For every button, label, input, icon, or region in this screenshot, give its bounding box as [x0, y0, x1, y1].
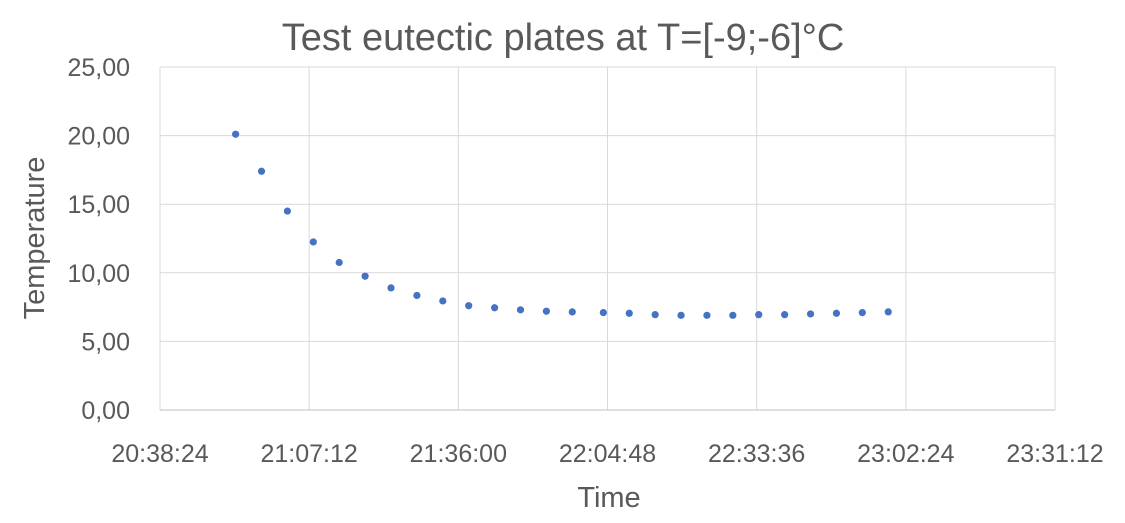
data-point: [832, 309, 841, 317]
data-point: [257, 167, 266, 175]
data-point: [542, 307, 550, 315]
data-point: [884, 308, 892, 316]
y-gridlines: [160, 66, 1055, 342]
x-tick-label: 23:02:24: [857, 440, 954, 468]
data-point: [490, 304, 499, 312]
y-axis-title: Temperature: [19, 157, 51, 320]
x-tick-labels: 20:38:24 21:07:12 21:36:00 22:04:48 22:33:36…: [111, 440, 1103, 468]
y-tick-label: 15,00: [67, 191, 130, 219]
x-tick-label: 23:31:12: [1006, 440, 1103, 468]
data-point: [439, 297, 447, 305]
x-tick-label: 21:07:12: [261, 440, 358, 468]
data-point: [806, 310, 815, 318]
data-point: [703, 311, 711, 319]
data-point: [232, 130, 240, 138]
chart-title: Test eutectic plates at T=[-9;-6]°C: [282, 17, 845, 59]
y-tick-label: 5,00: [81, 328, 130, 356]
data-point: [335, 258, 343, 267]
x-tick-label: 22:33:36: [708, 440, 805, 468]
data-point: [729, 311, 737, 319]
y-tick-label: 20,00: [67, 123, 130, 151]
axes: [159, 67, 1055, 411]
data-points: [232, 130, 892, 319]
data-point: [755, 311, 763, 319]
x-gridlines: [308, 67, 1056, 410]
x-tick-label: 22:04:48: [559, 440, 656, 468]
data-point: [309, 238, 317, 246]
data-point: [516, 306, 525, 314]
data-point: [599, 308, 607, 317]
x-tick-label: 21:36:00: [410, 440, 507, 468]
data-point: [413, 291, 421, 300]
data-point: [625, 309, 633, 317]
data-point: [651, 311, 659, 319]
y-tick-label: 25,00: [67, 54, 130, 82]
data-point: [361, 272, 369, 280]
y-tick-label: 0,00: [81, 397, 130, 425]
x-tick-label: 20:38:24: [111, 440, 208, 468]
x-axis-title: Time: [577, 482, 640, 514]
data-point: [465, 302, 473, 310]
data-point: [283, 207, 292, 215]
data-point: [677, 311, 685, 319]
y-tick-labels: 0,00 5,00 10,00 15,00 20,00 25,00: [67, 54, 130, 425]
y-tick-label: 10,00: [67, 260, 130, 288]
data-point: [568, 308, 576, 316]
data-point: [858, 308, 866, 317]
data-point: [781, 311, 789, 319]
data-point: [387, 284, 395, 292]
